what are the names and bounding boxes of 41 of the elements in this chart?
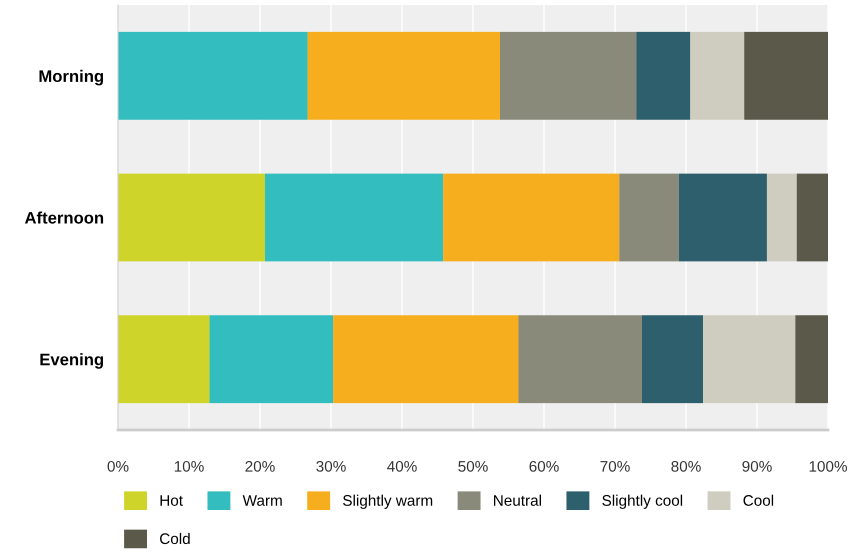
bar [744,32,828,120]
y-tick-label: Morning [40,70,103,86]
bar [678,174,767,262]
bar [500,32,636,120]
x-tick-label: 100% [810,460,847,472]
bar [333,315,518,404]
bar [766,174,797,262]
legend-label: Neutral [494,494,541,506]
x-tick-label: 0% [108,460,128,472]
x-tick-label: 60% [529,460,559,472]
bar [118,315,210,404]
y-tick-label: Evening [40,353,103,369]
bar [619,174,679,262]
bar [308,32,500,120]
legend-label: Cold [160,532,190,544]
bar [795,315,828,404]
bar [636,32,690,120]
x-tick-label: 80% [671,460,701,472]
legend-label: Hot [160,495,183,506]
y-tick-label: Afternoon [24,211,104,224]
legend-label: Cool [743,494,774,506]
x-tick-label: 20% [245,460,275,472]
legend-label: Warm [242,495,282,506]
bar [703,315,796,404]
x-tick-label: 50% [458,460,488,472]
bar [690,32,744,120]
x-tick-label: 30% [316,460,346,472]
bar [118,174,265,262]
bar [642,315,704,404]
x-tick-label: 90% [742,460,772,472]
legend-label: Slightly warm [343,494,432,509]
x-tick-label: 40% [387,460,417,472]
bar [210,315,334,404]
x-tick-label: 10% [174,460,204,472]
bar [443,174,620,262]
x-tick-label: 70% [600,460,630,472]
legend-label: Slightly cool [602,494,682,509]
bar [118,32,308,120]
bar [796,174,828,262]
bar [518,315,642,404]
bar [264,174,444,262]
